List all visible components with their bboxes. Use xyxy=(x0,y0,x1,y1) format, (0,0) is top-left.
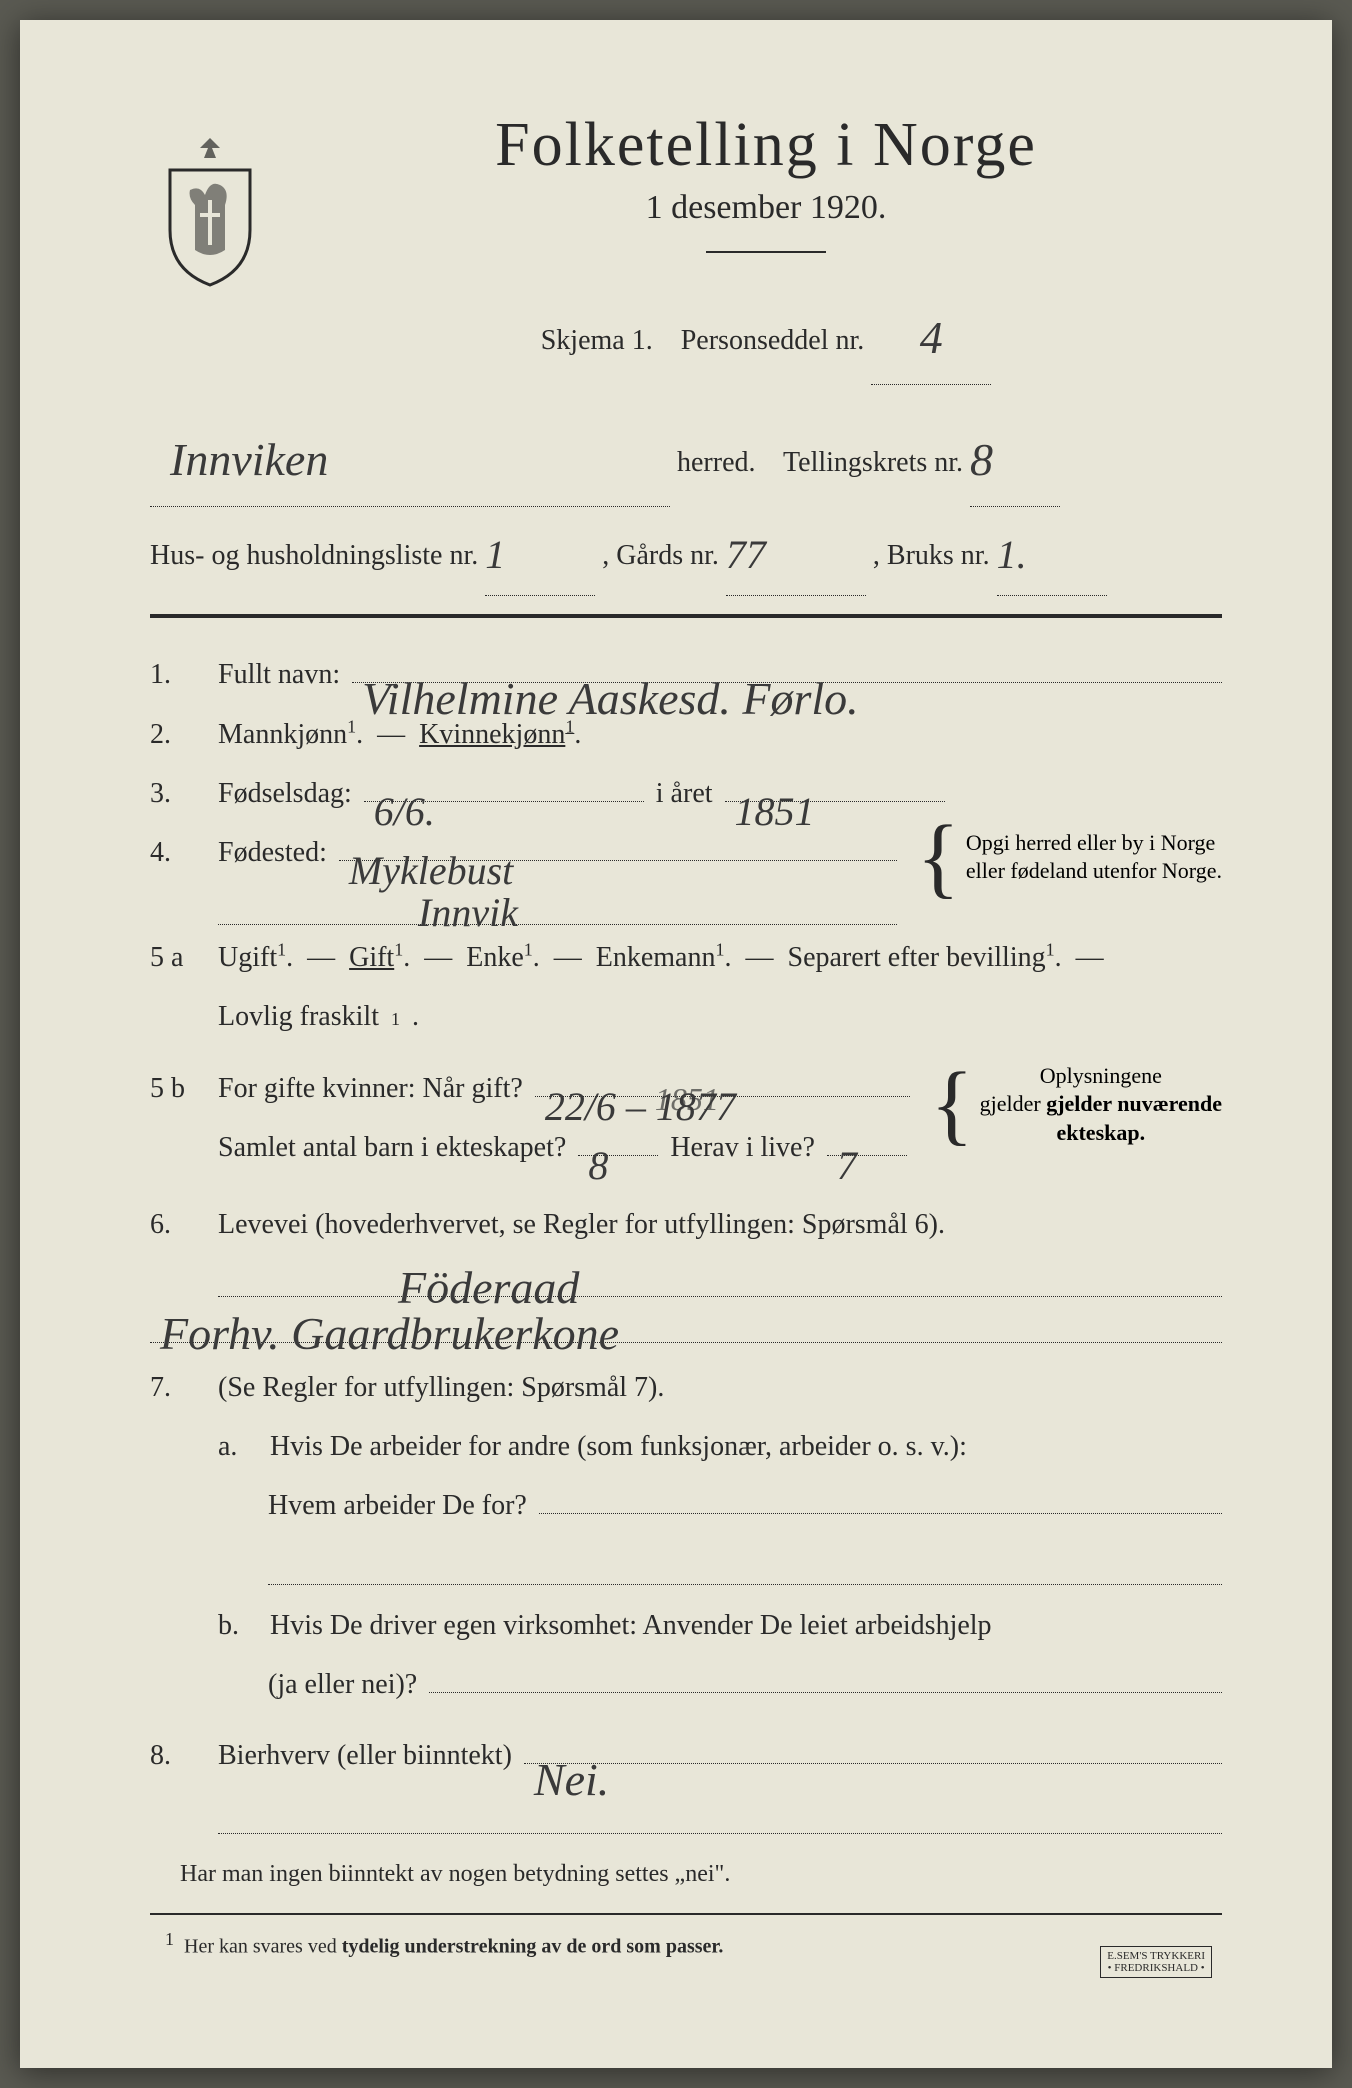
bruks-nr: 1. xyxy=(997,511,1027,599)
tellingskrets-nr: 8 xyxy=(970,409,993,510)
q4-side-a: Opgi herred eller by i Norge xyxy=(966,829,1222,858)
q5b-side-b: gjelder gjelder nuværende xyxy=(980,1090,1222,1119)
q8-value: Nei. xyxy=(534,1736,609,1769)
q8-blank xyxy=(218,1796,1222,1834)
q3-num: 3. xyxy=(150,767,206,820)
q8-row: 8. Bierhverv (eller biinntekt) Nei. xyxy=(150,1729,1222,1782)
herred-value: Innviken xyxy=(170,409,328,510)
q4-side-b: eller fødeland utenfor Norge. xyxy=(966,857,1222,886)
q5b-value-b: 8 xyxy=(588,1128,608,1161)
tellingskrets-label: Tellingskrets nr. xyxy=(783,447,963,478)
stamp-line2: • FREDRIKSHALD • xyxy=(1107,1962,1205,1974)
q5a-opt2: Enke xyxy=(466,942,524,973)
q5a-opt0: Ugift xyxy=(218,942,277,973)
q3-label-a: Fødselsdag: xyxy=(218,767,352,820)
herred-label: herred. xyxy=(677,447,756,478)
bruks-label: , Bruks nr. xyxy=(873,540,990,571)
footer-note: Har man ingen biinntekt av nogen betydni… xyxy=(180,1848,1222,1901)
q5b-label-b: Samlet antal barn i ekteskapet? xyxy=(218,1121,566,1174)
q8-label: Bierhverv (eller biinntekt) xyxy=(218,1729,512,1782)
q1-label: Fullt navn: xyxy=(218,648,340,701)
q5a-opt3: Enkemann xyxy=(596,942,716,973)
q6-value2: Forhv. Gaardbrukerkone xyxy=(160,1307,619,1348)
printer-stamp: E.SEM'S TRYKKERI • FREDRIKSHALD • xyxy=(1100,1946,1212,1978)
q7a-text1: Hvis De arbeider for andre (som funksjon… xyxy=(270,1420,967,1473)
q4-value2: Innvik xyxy=(418,889,518,930)
q5a-row2: Lovlig fraskilt1. xyxy=(218,990,1222,1043)
hus-nr: 1 xyxy=(485,511,505,599)
herred-line: Innviken herred. Tellingskrets nr. 8 xyxy=(150,405,1222,507)
skjema-label: Skjema 1. xyxy=(541,325,653,356)
gards-label: , Gårds nr. xyxy=(602,540,719,571)
q4-num: 4. xyxy=(150,826,206,879)
q5b-num: 5 b xyxy=(150,1062,206,1115)
q6-value1: Föderaad xyxy=(398,1261,579,1302)
q6-label: Levevei (hovederhvervet, se Regler for u… xyxy=(218,1198,945,1251)
q7a-num: a. xyxy=(218,1420,258,1473)
q5b-row1: 5 b For gifte kvinner: Når gift? 1851 22… xyxy=(150,1062,910,1115)
page-title: Folketelling i Norge xyxy=(310,110,1222,181)
q4-label: Fødested: xyxy=(218,826,327,879)
q5a-opt4: Separert efter bevilling xyxy=(788,942,1046,973)
q5b-side-a: Oplysningene xyxy=(980,1062,1222,1091)
q7a-row1: a. Hvis De arbeider for andre (som funks… xyxy=(218,1420,1222,1473)
q8-num: 8. xyxy=(150,1729,206,1782)
hus-label: Hus- og husholdningsliste nr. xyxy=(150,540,478,571)
footnote: 1 Her kan svares ved tydelig understrekn… xyxy=(150,1929,1222,1959)
q7a-row2: Hvem arbeider De for? xyxy=(268,1479,1222,1532)
q7a-text2: Hvem arbeider De for? xyxy=(268,1479,527,1532)
q4-row: 4. Fødested: Myklebust xyxy=(150,826,897,879)
q5b-value-c: 7 xyxy=(837,1128,857,1161)
q7b-text2: (ja eller nei)? xyxy=(268,1658,417,1711)
q7b-row1: b. Hvis De driver egen virksomhet: Anven… xyxy=(218,1599,1222,1652)
q4-value1: Myklebust xyxy=(349,833,513,866)
hus-line: Hus- og husholdningsliste nr. 1 , Gårds … xyxy=(150,507,1222,596)
q5b-side-c: ekteskap. xyxy=(980,1119,1222,1148)
personseddel-nr: 4 xyxy=(920,287,943,388)
q2-num: 2. xyxy=(150,708,206,761)
q7b-text1: Hvis De driver egen virksomhet: Anvender… xyxy=(270,1599,992,1652)
q2-opt-a: Mannkjønn xyxy=(218,719,347,750)
q3-row: 3. Fødselsdag: 6/6. i året 1851 xyxy=(150,767,1222,820)
q5a-opt1: Gift xyxy=(349,942,394,973)
stamp-line1: E.SEM'S TRYKKERI xyxy=(1107,1950,1205,1962)
q4-sidebrace: { Opgi herred eller by i Norge eller fød… xyxy=(917,826,1222,889)
q5b-value-a: 22/6 – 1877 xyxy=(545,1069,736,1102)
q3-value-a: 6/6. xyxy=(374,774,435,807)
q5b-label-a: For gifte kvinner: Når gift? xyxy=(218,1062,523,1115)
q5b-sidebrace: { Oplysningene gjelder gjelder nuværende… xyxy=(930,1062,1222,1148)
header-rule xyxy=(150,614,1222,618)
footnote-marker: 1 xyxy=(165,1929,174,1949)
q4-block: 4. Fødested: Myklebust Innvik { Opgi her… xyxy=(150,826,1222,931)
title-block: Folketelling i Norge 1 desember 1920. Sk… xyxy=(310,110,1222,385)
personseddel-label: Personseddel nr. xyxy=(681,325,865,356)
q5a-options: Ugift1. — Gift1. — Enke1. — Enkemann1. —… xyxy=(218,931,1104,984)
q6-row: 6. Levevei (hovederhvervet, se Regler fo… xyxy=(150,1198,1222,1251)
q7-row: 7. (Se Regler for utfyllingen: Spørsmål … xyxy=(150,1361,1222,1414)
footnote-text: Her kan svares ved tydelig understreknin… xyxy=(184,1936,723,1958)
skjema-line: Skjema 1. Personseddel nr. 4 xyxy=(310,283,1222,385)
q6-num: 6. xyxy=(150,1198,206,1251)
header: Folketelling i Norge 1 desember 1920. Sk… xyxy=(150,110,1222,385)
q1-row: 1. Fullt navn: Vilhelmine Aaskesd. Førlo… xyxy=(150,648,1222,701)
footer-rule xyxy=(150,1913,1222,1915)
q1-value: Vilhelmine Aaskesd. Førlo. xyxy=(362,655,859,688)
gards-nr: 77 xyxy=(726,511,766,599)
q7b-num: b. xyxy=(218,1599,258,1652)
q3-value-b: 1851 xyxy=(735,774,815,807)
census-form-page: Folketelling i Norge 1 desember 1920. Sk… xyxy=(20,20,1332,2068)
coat-of-arms-icon xyxy=(150,130,270,290)
q3-label-b: i året xyxy=(656,767,713,820)
q7a-blank xyxy=(268,1547,1222,1585)
q5a-opt5: Lovlig fraskilt xyxy=(218,990,379,1043)
q1-num: 1. xyxy=(150,648,206,701)
q7-label: (Se Regler for utfyllingen: Spørsmål 7). xyxy=(218,1361,664,1414)
q5a-num: 5 a xyxy=(150,931,206,984)
q5a-row: 5 a Ugift1. — Gift1. — Enke1. — Enkemann… xyxy=(150,931,1222,984)
title-rule xyxy=(706,251,826,253)
q5b-block: 5 b For gifte kvinner: Når gift? 1851 22… xyxy=(150,1062,1222,1180)
q7b-row2: (ja eller nei)? xyxy=(268,1658,1222,1711)
page-subtitle: 1 desember 1920. xyxy=(310,189,1222,227)
q7-num: 7. xyxy=(150,1361,206,1414)
